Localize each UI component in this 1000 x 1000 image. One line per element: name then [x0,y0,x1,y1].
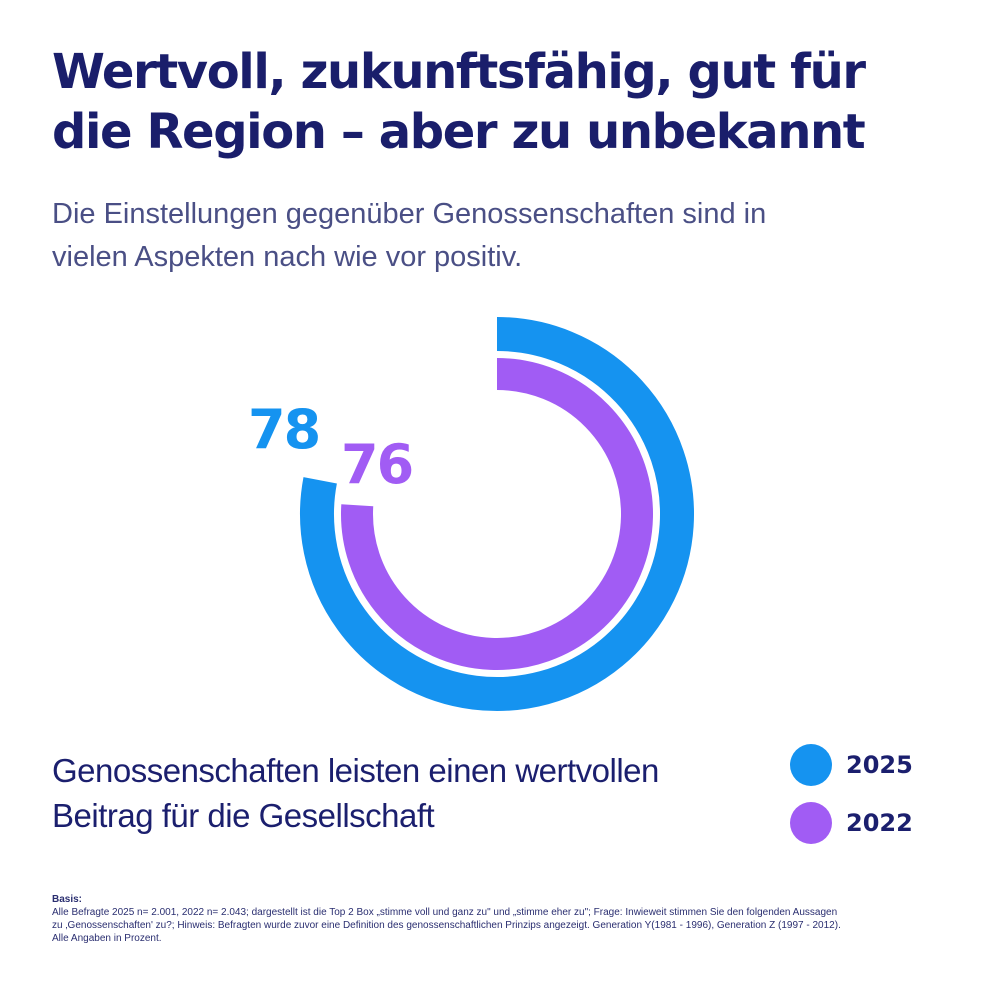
legend-label-2025: 2025 [846,751,913,779]
legend-label-2022: 2022 [846,809,913,837]
subtitle-line-1: Die Einstellungen gegenüber Genossenscha… [52,198,767,230]
footnote-line-3: Alle Angaben in Prozent. [52,933,162,944]
caption-line-1: Genossenschaften leisten einen wertvolle… [52,752,659,789]
donut-arc-2022 [341,358,653,670]
page-title: Wertvoll, zukunftsfähig, gut für die Reg… [52,42,972,162]
legend-item-2025: 2025 [790,740,990,790]
legend-swatch-2025 [790,744,832,786]
legend-swatch-2022 [790,802,832,844]
caption-line-2: Beitrag für die Gesellschaft [52,797,435,834]
subtitle-line-2: vielen Aspekten nach wie vor positiv. [52,241,523,273]
legend-item-2022: 2022 [790,798,990,848]
chart-caption: Genossenschaften leisten einen wertvolle… [52,748,772,838]
footnote-heading: Basis: [52,894,83,905]
donut-arc-2025 [300,317,694,711]
title-line-2: die Region – aber zu unbekannt [52,104,866,160]
title-line-1: Wertvoll, zukunftsfähig, gut für [52,44,866,100]
subtitle: Die Einstellungen gegenüber Genossenscha… [52,193,952,279]
footnote-line-2: zu ‚Genossenschaften' zu?; Hinweis: Befr… [52,920,841,931]
data-label-2025: 78 [248,398,319,461]
footnote-line-1: Alle Befragte 2025 n= 2.001, 2022 n= 2.0… [52,907,838,918]
legend: 2025 2022 [790,740,990,856]
footnote: Basis: Alle Befragte 2025 n= 2.001, 2022… [52,893,952,945]
data-label-2022: 76 [341,433,412,496]
